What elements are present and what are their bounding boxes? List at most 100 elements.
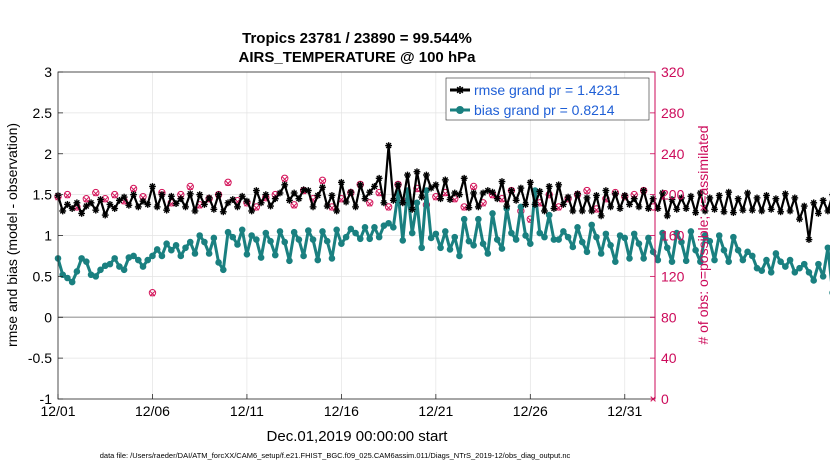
star-marker: [286, 197, 293, 204]
chart-subtitle: AIRS_TEMPERATURE @ 100 hPa: [239, 49, 477, 66]
chart-title: Tropics 23781 / 23890 = 99.544%: [242, 30, 472, 47]
bias-point: [211, 235, 217, 241]
star-marker: [546, 183, 553, 190]
star-marker: [173, 200, 180, 207]
star-marker: [295, 195, 302, 202]
bias-point: [239, 227, 245, 233]
bias-point: [69, 279, 75, 285]
bias-point: [348, 226, 354, 232]
series-layer: [55, 142, 830, 401]
bias-point: [726, 259, 732, 265]
bias-point: [145, 257, 151, 263]
star-marker: [664, 212, 671, 219]
star-marker: [773, 195, 780, 202]
star-marker: [796, 216, 803, 223]
star-marker: [116, 197, 123, 204]
star-marker: [801, 203, 808, 210]
bias-point: [367, 236, 373, 242]
star-marker: [673, 206, 680, 213]
bias-point: [216, 260, 222, 266]
star-marker: [517, 185, 524, 192]
bias-point: [334, 227, 340, 233]
bias-point: [584, 249, 590, 255]
bias-point: [320, 229, 326, 235]
star-marker: [782, 190, 789, 197]
bias-point: [759, 268, 765, 274]
bias-point: [438, 245, 444, 251]
bias-point: [357, 236, 363, 242]
star-marker: [730, 209, 737, 216]
bias-point: [499, 246, 505, 252]
bias-point: [230, 234, 236, 240]
star-marker: [329, 192, 336, 199]
bias-point: [509, 230, 515, 236]
star-marker: [229, 196, 236, 203]
bias-point: [409, 230, 415, 236]
bias-point: [664, 245, 670, 251]
star-marker: [536, 188, 543, 195]
star-marker: [338, 179, 345, 186]
star-marker: [532, 201, 539, 208]
star-marker: [404, 172, 411, 179]
star-marker: [574, 190, 581, 197]
star-marker: [791, 194, 798, 201]
star-marker: [503, 203, 510, 210]
y-right-tick-label: 160: [661, 228, 685, 244]
bias-point: [631, 231, 637, 237]
bias-point: [740, 257, 746, 263]
x-axis-label: Dec.01,2019 00:00:00 start: [267, 428, 449, 445]
bias-point: [287, 258, 293, 264]
bias-point: [263, 230, 269, 236]
star-marker: [640, 187, 647, 194]
bias-point: [608, 243, 614, 249]
star-marker: [102, 212, 109, 219]
star-marker: [418, 194, 425, 201]
star-marker: [569, 208, 576, 215]
bias-point: [589, 222, 595, 228]
bias-point: [811, 278, 817, 284]
star-marker: [343, 199, 350, 206]
star-marker: [149, 183, 156, 190]
obs-possible-point: [470, 183, 476, 189]
star-marker: [768, 206, 775, 213]
star-marker: [739, 207, 746, 214]
bias-point: [376, 234, 382, 240]
bias-point: [655, 257, 661, 263]
bias-point: [471, 243, 477, 249]
star-marker: [83, 203, 90, 210]
star-marker: [234, 203, 241, 210]
bias-point: [636, 241, 642, 247]
star-marker: [602, 187, 609, 194]
star-marker: [513, 197, 520, 204]
star-marker: [579, 208, 586, 215]
x-tick-label: 12/16: [324, 403, 359, 419]
star-marker: [376, 175, 383, 182]
bias-point: [291, 229, 297, 235]
star-marker: [621, 192, 628, 199]
star-marker: [314, 192, 321, 199]
star-marker: [272, 195, 279, 202]
obs-possible-point: [461, 204, 467, 210]
bias-point: [268, 238, 274, 244]
bias-point: [622, 235, 628, 241]
star-marker: [489, 189, 496, 196]
star-marker: [159, 191, 166, 198]
star-marker: [248, 208, 255, 215]
bias-point: [221, 267, 227, 273]
bias-point: [806, 269, 812, 275]
star-marker: [78, 210, 85, 217]
legend-bias-label: bias grand pr = 0.8214: [474, 102, 615, 118]
bias-point: [575, 225, 581, 231]
star-marker: [551, 205, 558, 212]
bias-point: [778, 259, 784, 265]
star-marker: [810, 199, 817, 206]
bias-point: [254, 237, 260, 243]
bias-point: [206, 251, 212, 257]
bias-point: [324, 238, 330, 244]
star-marker: [744, 190, 751, 197]
star-marker: [683, 205, 690, 212]
bias-point: [688, 229, 694, 235]
star-marker: [258, 199, 265, 206]
x-tick-label: 12/31: [607, 403, 642, 419]
bias-point: [731, 234, 737, 240]
